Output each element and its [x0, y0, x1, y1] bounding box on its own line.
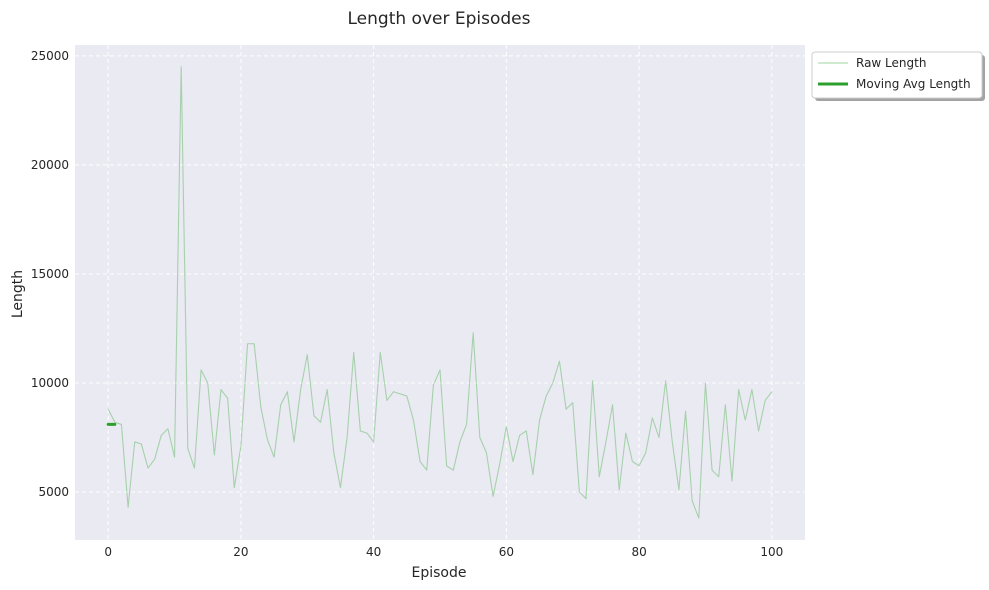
- x-tick-label: 0: [104, 545, 112, 559]
- legend-box: [811, 51, 983, 99]
- legend: Raw Length Moving Avg Length: [811, 51, 985, 101]
- x-axis-label: Episode: [412, 565, 467, 581]
- plot-area: [75, 45, 805, 540]
- y-tick-label: 25000: [31, 49, 69, 63]
- x-tick-label: 80: [631, 545, 646, 559]
- x-tick-label: 20: [233, 545, 248, 559]
- y-tick-label: 15000: [31, 267, 69, 281]
- y-tick-label: 20000: [31, 158, 69, 172]
- y-tick-label: 10000: [31, 376, 69, 390]
- series-line-raw: [107, 66, 773, 519]
- legend-label-raw: Raw Length: [856, 56, 926, 70]
- y-axis-label: Length: [10, 270, 26, 318]
- grid-lines: [75, 45, 805, 540]
- legend-label-moving-avg: Moving Avg Length: [856, 77, 971, 91]
- x-tick-label: 60: [499, 545, 514, 559]
- series-group: [106, 66, 773, 519]
- x-tick-label: 100: [760, 545, 783, 559]
- y-axis-ticks: 5000 10000 15000 20000 25000: [31, 49, 69, 499]
- x-axis-ticks: 0 20 40 60 80 100: [104, 545, 783, 559]
- y-tick-label: 5000: [38, 485, 69, 499]
- chart-title: Length over Episodes: [348, 9, 531, 29]
- x-tick-label: 40: [366, 545, 381, 559]
